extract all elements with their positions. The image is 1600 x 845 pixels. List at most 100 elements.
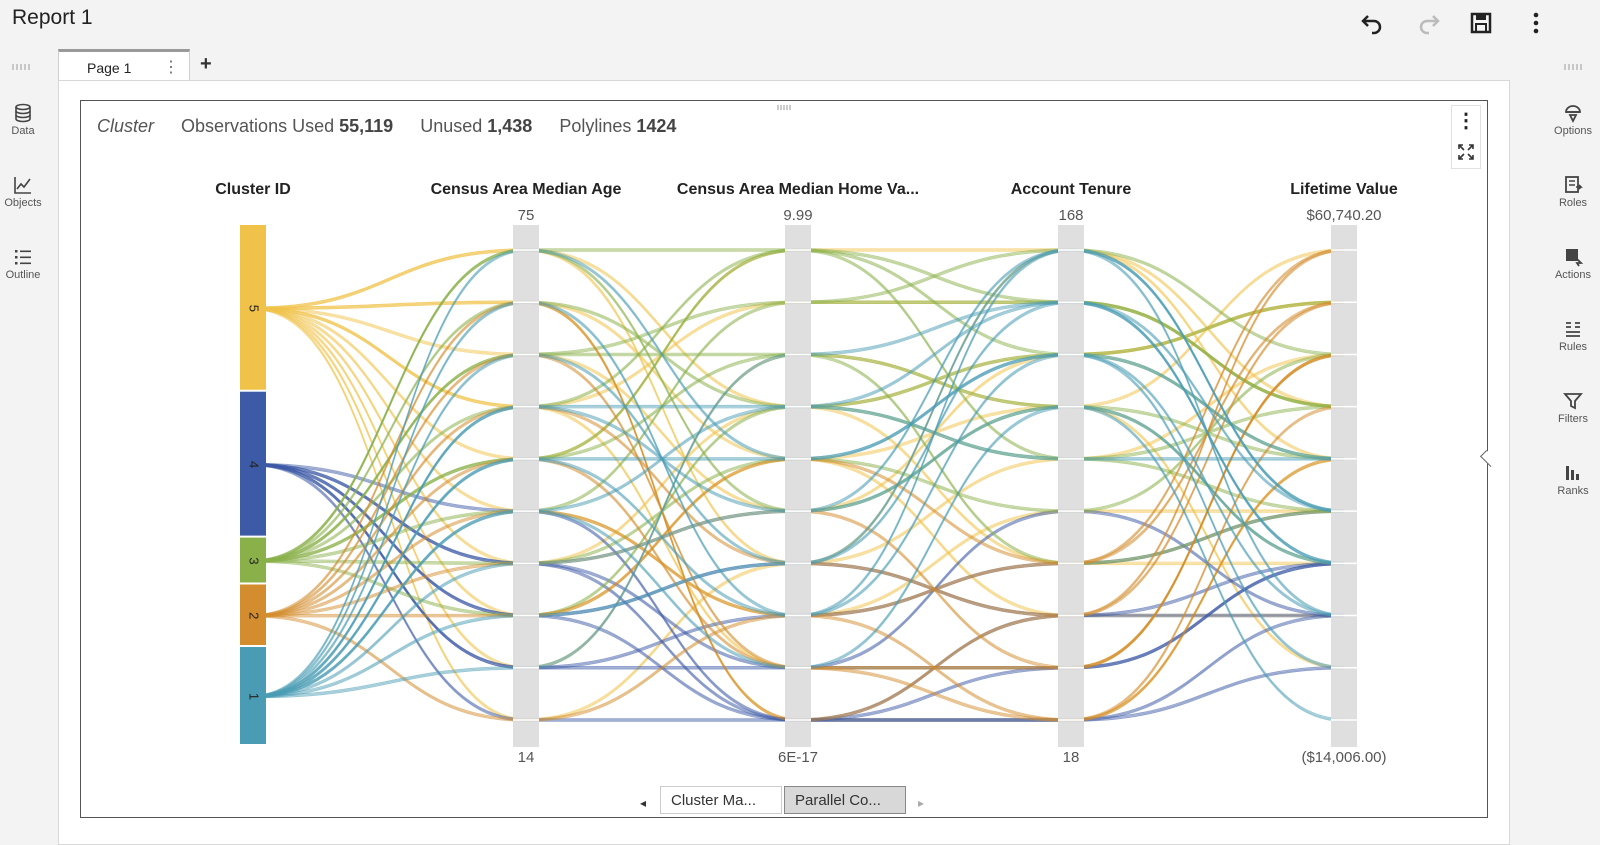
- polyline-cluster-2: [252, 355, 1345, 670]
- cluster-segment-5[interactable]: [240, 225, 266, 390]
- right-rail: Options Roles Actions Rules Filters Rank…: [1546, 48, 1600, 845]
- maximize-icon[interactable]: [1457, 143, 1475, 161]
- rail-label: Options: [1554, 125, 1592, 137]
- axis-max-label: 75: [518, 207, 535, 224]
- cluster-label: 5: [247, 305, 262, 312]
- rail-label: Roles: [1558, 197, 1588, 209]
- axis-max-label: 9.99: [783, 207, 812, 224]
- undo-icon[interactable]: [1358, 8, 1388, 38]
- axis-labels: Cluster ID Census Area Median Age7514Cens…: [215, 181, 1398, 766]
- polyline-cluster-1: [252, 355, 1345, 699]
- axis-title: Cluster ID: [215, 181, 291, 198]
- rail-label: Data: [11, 125, 35, 137]
- rail-item-roles[interactable]: Roles: [1546, 170, 1600, 230]
- axis-min-label: 18: [1063, 749, 1080, 766]
- next-object-button[interactable]: ▸: [918, 796, 925, 810]
- object-title: Cluster: [97, 116, 155, 136]
- rail-label: Outline: [5, 269, 41, 281]
- polyline-cluster-1: [252, 250, 1345, 699]
- rail-label: Filters: [1558, 413, 1588, 425]
- object-tab-cluster-matrix[interactable]: Cluster Ma...: [660, 786, 782, 814]
- polyline-cluster-2: [252, 458, 1345, 721]
- rail-item-options[interactable]: Options: [1546, 98, 1600, 158]
- cluster-label: 4: [247, 461, 262, 468]
- ranks-icon: [1566, 466, 1579, 480]
- rail-item-filters[interactable]: Filters: [1546, 386, 1600, 446]
- axis-max-label: 168: [1058, 207, 1083, 224]
- options-icon: [1565, 105, 1581, 124]
- rail-item-rules[interactable]: Rules: [1546, 314, 1600, 374]
- rail-item-outline[interactable]: Outline: [0, 242, 46, 302]
- left-rail: Data Objects Outline: [0, 48, 46, 845]
- axis-min-label: 14: [518, 749, 535, 766]
- rail-label: Actions: [1554, 269, 1592, 281]
- tab-more-icon[interactable]: ⋮: [163, 59, 179, 76]
- rail-grip[interactable]: [12, 64, 30, 70]
- polyline-cluster-2: [252, 250, 1345, 722]
- polyline-cluster-1: [252, 407, 1344, 699]
- axis-title: Lifetime Value: [1290, 181, 1398, 198]
- object-toolbar: ⋮: [1451, 105, 1481, 169]
- save-icon[interactable]: [1466, 8, 1496, 38]
- cluster-label: 1: [247, 693, 262, 700]
- rail-item-ranks[interactable]: Ranks: [1546, 458, 1600, 518]
- polyline-cluster-1: [252, 249, 1345, 698]
- axis-min-label: ($14,006.00): [1301, 749, 1386, 766]
- rail-item-data[interactable]: Data: [0, 98, 46, 158]
- rail-label: Rules: [1558, 341, 1588, 353]
- filter-icon: [1563, 393, 1583, 410]
- polyline-cluster-1: [252, 407, 1345, 722]
- cluster-segment-4[interactable]: [240, 391, 266, 536]
- database-icon: [15, 103, 31, 123]
- line-chart-icon: [14, 177, 31, 194]
- polyline-cluster-1: [252, 248, 1345, 696]
- redo-icon[interactable]: [1413, 8, 1443, 38]
- cluster-label: 3: [247, 557, 262, 564]
- cluster-segment-3[interactable]: [240, 537, 266, 583]
- rail-grip[interactable]: [1564, 64, 1582, 70]
- axis-bar[interactable]: [785, 225, 811, 747]
- actions-icon: [1566, 249, 1584, 267]
- axis-bar[interactable]: [1331, 225, 1357, 747]
- object-menu-icon[interactable]: ⋮: [1456, 110, 1476, 132]
- axis-title: Census Area Median Home Va...: [677, 181, 919, 198]
- object-header: Cluster Observations Used 55,119 Unused …: [97, 116, 698, 137]
- unused-value: 1,438: [487, 116, 533, 136]
- axis-min-label: 6E-17: [778, 749, 818, 766]
- obs-used-label: Observations Used: [181, 116, 335, 136]
- axes: 5 4 3 2 1: [240, 225, 1357, 747]
- axis-title: Census Area Median Age: [431, 181, 622, 198]
- add-page-button[interactable]: +: [200, 53, 212, 75]
- rail-item-actions[interactable]: Actions: [1546, 242, 1600, 302]
- roles-icon: [1565, 176, 1583, 193]
- polyline-cluster-3: [252, 301, 1345, 562]
- rules-icon: [1566, 322, 1580, 337]
- cluster-segment-1[interactable]: [240, 647, 266, 744]
- axis-bar[interactable]: [513, 225, 539, 747]
- title-bar: Report 1: [0, 0, 1600, 44]
- rail-item-objects[interactable]: Objects: [0, 170, 46, 230]
- polylines-label: Polylines: [559, 116, 632, 136]
- unused-label: Unused: [420, 116, 483, 136]
- tab-label: Page 1: [87, 60, 132, 76]
- cluster-label: 2: [247, 612, 262, 619]
- prev-object-button[interactable]: ◂: [640, 796, 647, 810]
- drag-grip[interactable]: [777, 105, 791, 110]
- report-title: Report 1: [12, 6, 93, 29]
- obs-used-value: 55,119: [339, 116, 394, 136]
- polyline-cluster-2: [252, 459, 1345, 722]
- more-vertical-icon[interactable]: [1521, 8, 1551, 38]
- polyline-cluster-3: [252, 300, 1345, 561]
- axis-max-label: $60,740.20: [1306, 207, 1381, 224]
- axis-bar[interactable]: [1058, 225, 1084, 747]
- rail-label: Ranks: [1557, 485, 1589, 497]
- polylines-value: 1424: [636, 116, 677, 136]
- list-icon: [15, 250, 31, 265]
- cluster-segment-2[interactable]: [240, 584, 266, 646]
- object-tab-parallel-coordinates[interactable]: Parallel Co...: [784, 786, 906, 814]
- polyline-cluster-1: [252, 250, 1345, 699]
- rail-label: Objects: [4, 197, 42, 209]
- tab-page-1[interactable]: Page 1 ⋮: [58, 49, 190, 81]
- axis-title: Account Tenure: [1011, 181, 1132, 198]
